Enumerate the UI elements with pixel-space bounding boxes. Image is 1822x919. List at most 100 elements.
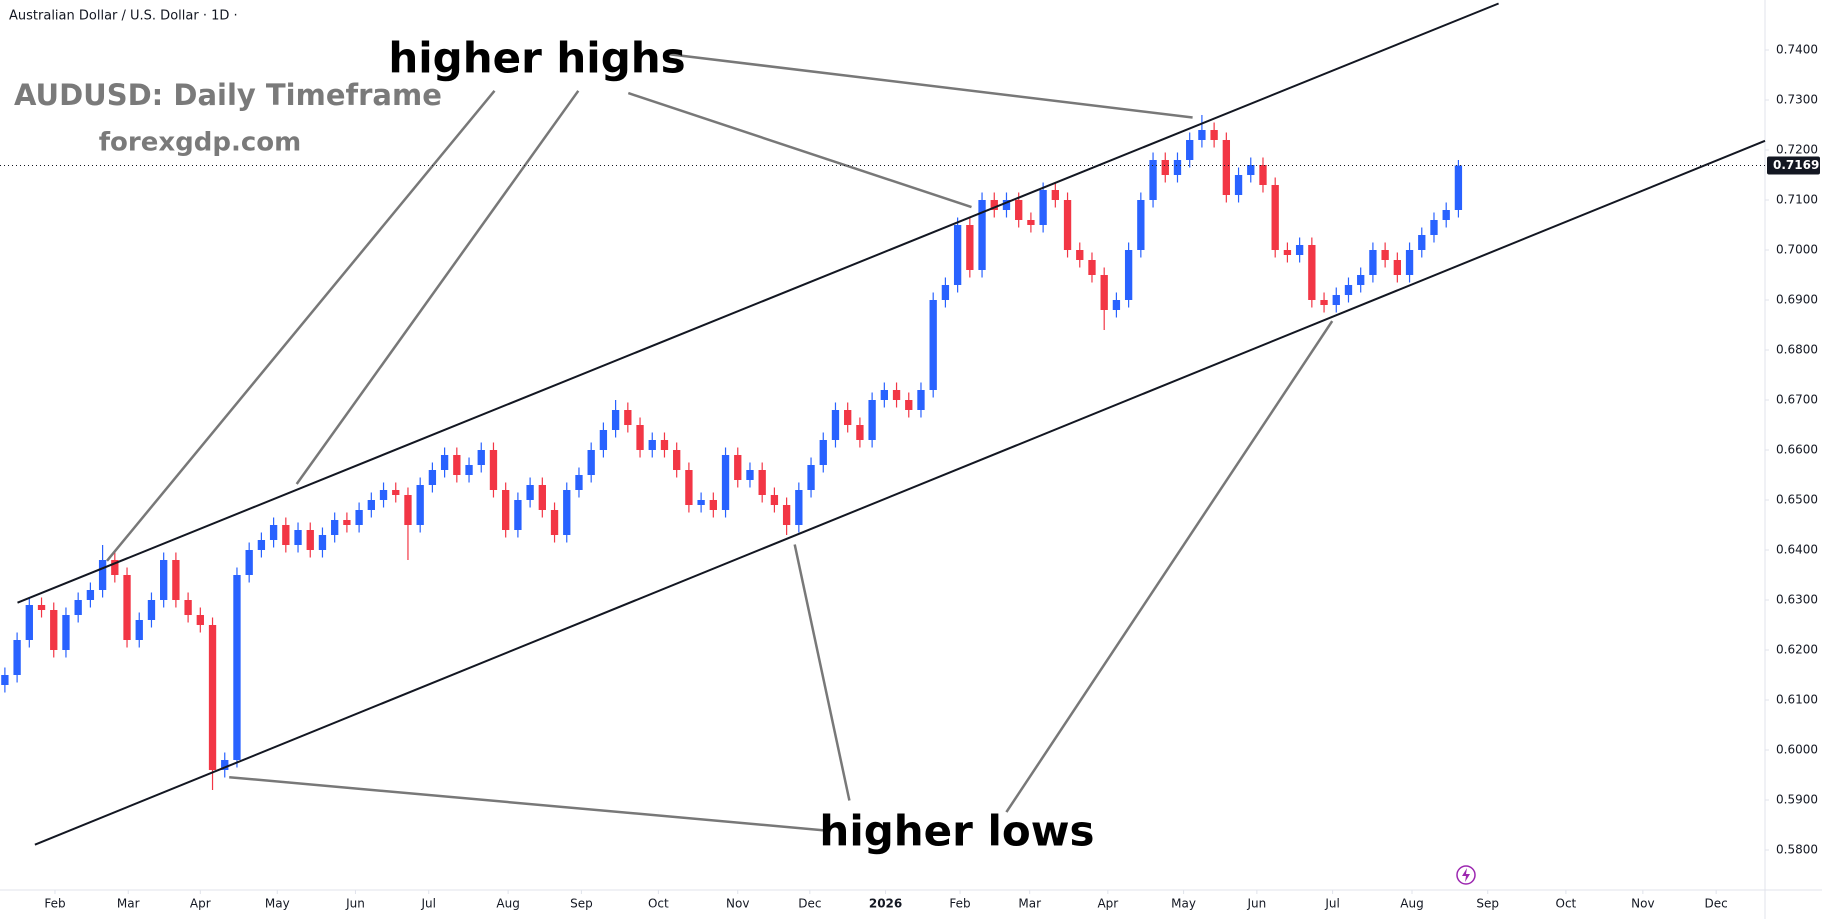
candle-body [98, 560, 107, 590]
x-tick-label: Oct [648, 897, 669, 911]
x-tick-label: Apr [1097, 897, 1118, 911]
pointer-line [106, 90, 496, 562]
y-tick-label: 0.5800 [1776, 843, 1818, 857]
channel-lower [34, 139, 1766, 846]
candle-body [1393, 260, 1402, 275]
candle-body [392, 490, 400, 495]
x-tick-label: Jun [345, 897, 365, 911]
candle-body [1308, 245, 1316, 300]
candle-body [1442, 210, 1450, 220]
candle-body [440, 455, 449, 470]
candle-body [697, 500, 705, 505]
x-tick-label: Dec [798, 897, 821, 911]
pointer-line [663, 52, 1193, 119]
candle-body [673, 450, 681, 470]
candle-body [1210, 130, 1218, 140]
candle-body [379, 490, 388, 500]
candle-body [86, 590, 95, 600]
candle-body [660, 440, 669, 450]
pointer-line [229, 775, 829, 832]
candle-body [636, 425, 644, 450]
y-tick-label: 0.6900 [1776, 293, 1818, 307]
x-tick-label: Oct [1556, 897, 1577, 911]
candle-body [1405, 250, 1414, 275]
candle-body [355, 510, 363, 525]
pointer-line [627, 91, 972, 209]
candle-body [795, 490, 803, 525]
candle-body [868, 400, 876, 440]
candle-body [1234, 175, 1243, 195]
candle-body [208, 625, 217, 770]
candle-body [526, 485, 534, 500]
x-tick-label: Aug [496, 897, 519, 911]
candle-body [1076, 250, 1084, 260]
x-tick-label: Jun [1247, 897, 1267, 911]
candle-body [746, 470, 754, 480]
x-tick-label: Aug [1400, 897, 1423, 911]
candle-body [611, 410, 620, 430]
alert-bolt [1462, 868, 1470, 882]
y-tick-label: 0.6700 [1776, 393, 1818, 407]
x-tick-label: Nov [726, 897, 749, 911]
candle-body [709, 500, 717, 510]
candle-body [880, 390, 888, 400]
y-tick-label: 0.6200 [1776, 643, 1818, 657]
y-tick-label: 0.6400 [1776, 543, 1818, 557]
candle-body [807, 465, 815, 490]
chart-subtitle: forexgdp.com [99, 128, 301, 158]
alert-icon [1456, 865, 1476, 885]
candle-body [1381, 250, 1389, 260]
x-tick-label: Sep [570, 897, 593, 911]
candle-body [1063, 200, 1072, 250]
candle-body [990, 200, 998, 210]
candle-body [1039, 190, 1047, 225]
y-tick-label: 0.7000 [1776, 243, 1818, 257]
candle-body [1295, 245, 1304, 255]
candle-body [123, 575, 131, 640]
candle-body [1198, 130, 1206, 140]
candle-body [111, 560, 119, 575]
candle-body [941, 285, 950, 300]
x-tick-label: Dec [1705, 897, 1728, 911]
candle-body [1124, 250, 1133, 300]
candle-body [282, 525, 290, 545]
candle-body [1015, 200, 1023, 220]
candle-body [1137, 200, 1145, 250]
candles [1, 115, 1463, 790]
pointer-line [793, 544, 851, 801]
candle-body [257, 540, 266, 550]
candle-body [734, 455, 742, 480]
y-tick-label: 0.6800 [1776, 343, 1818, 357]
candle-body [758, 470, 766, 495]
x-tick-label: 2026 [869, 897, 902, 911]
candle-body [453, 455, 461, 475]
pointer-line [295, 90, 580, 485]
candle-body [978, 200, 986, 270]
candle-body [331, 520, 339, 535]
y-tick-label: 0.6300 [1776, 593, 1818, 607]
symbol-header: Australian Dollar / U.S. Dollar · 1D · [9, 9, 238, 24]
x-tick-label: Jul [420, 897, 435, 911]
candle-body [1149, 160, 1157, 200]
channel-upper [17, 2, 1499, 604]
x-tick-label: Mar [1018, 897, 1041, 911]
candle-body [831, 410, 840, 440]
candle-body [782, 505, 791, 525]
candle-body [550, 510, 559, 535]
candle-body [1222, 140, 1231, 195]
candle-body [1454, 165, 1463, 210]
y-tick-label: 0.6100 [1776, 693, 1818, 707]
last-price-label: 0.7169 [1773, 158, 1819, 172]
candle-body [538, 485, 546, 510]
x-tick-label: Jul [1324, 897, 1339, 911]
candle-body [1332, 295, 1340, 305]
candle-body [1173, 160, 1182, 175]
candle-body [343, 520, 351, 525]
candle-body [74, 600, 82, 615]
candle-body [1271, 185, 1279, 250]
candle-body [50, 610, 58, 650]
candle-body [905, 400, 913, 410]
candle-body [477, 450, 485, 465]
candle-body [25, 605, 33, 640]
